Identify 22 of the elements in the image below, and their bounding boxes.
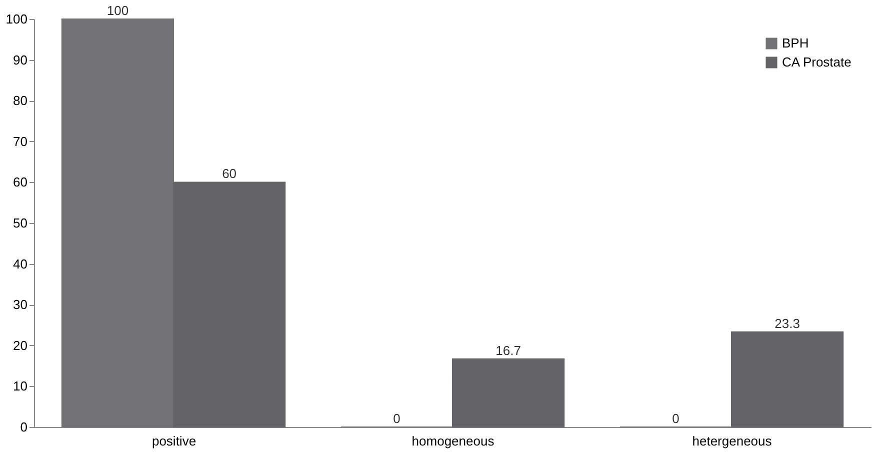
y-tick-label: 70 — [13, 134, 28, 149]
y-tick-label: 0 — [20, 420, 28, 434]
x-tick-label: hetergeneous — [692, 434, 772, 448]
data-label: 16.7 — [496, 342, 521, 358]
y-tick-label: 60 — [13, 174, 28, 190]
y-tick-label: 80 — [13, 93, 28, 108]
data-label: 0 — [393, 411, 400, 426]
y-tick-label: 20 — [13, 338, 28, 353]
x-tick-label: homogeneous — [412, 434, 495, 448]
data-label: 60 — [222, 166, 237, 182]
x-tick-label: positive — [152, 434, 196, 448]
y-tick-label: 10 — [13, 378, 28, 394]
y-tick-label: 100 — [6, 12, 28, 26]
legend-label: CA Prostate — [782, 54, 852, 70]
data-label: 100 — [106, 3, 129, 18]
y-tick-label: 50 — [13, 216, 28, 230]
data-label: 23.3 — [774, 316, 800, 331]
data-label: 0 — [672, 411, 680, 426]
y-tick-label: 90 — [13, 52, 28, 68]
y-tick-label: 40 — [13, 256, 28, 272]
legend-label: BPH — [782, 36, 809, 50]
y-tick-label: 30 — [13, 297, 28, 312]
